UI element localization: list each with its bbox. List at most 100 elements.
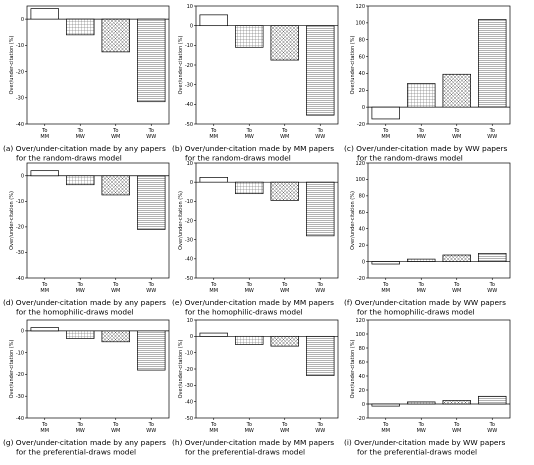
x-tick-label: To MM — [209, 282, 218, 294]
y-tick-label: -10 — [185, 43, 193, 49]
x-tick-label: To WW — [487, 282, 497, 294]
y-tick-label: -40 — [16, 122, 24, 128]
subplot-d: 0 -10 -20 -30 -40 Over/under-citation (%) To MM… — [3, 162, 170, 317]
bar-to-mw — [235, 181, 264, 195]
plot-frame — [367, 162, 511, 279]
x-tick-label: To MM — [40, 128, 49, 140]
bar-to-ww — [478, 19, 507, 108]
x-tick-label: To WW — [146, 282, 156, 294]
plot-frame — [26, 5, 170, 125]
plot-frame — [26, 162, 170, 279]
y-tick-label: -40 — [16, 276, 24, 282]
y-axis-label: Over/under-citation (%) — [178, 340, 184, 399]
bar-to-wm — [442, 400, 471, 405]
x-tick-label: To WW — [146, 128, 156, 140]
subplot-h: 10 0 -10 -20 -30 -40 -50 Over/under-citation (%… — [172, 318, 339, 457]
x-tick-label: To WM — [111, 282, 120, 294]
y-tick-label: 10 — [187, 318, 193, 324]
x-tick-label: To MW — [417, 282, 426, 294]
y-tick-label: 0 — [190, 23, 193, 29]
bar-to-mm — [199, 332, 228, 337]
y-tick-label: 40 — [359, 374, 365, 380]
y-tick-label: 0 — [362, 259, 365, 265]
plot-frame — [26, 319, 170, 419]
y-tick-label: -30 — [16, 96, 24, 102]
y-tick-label: -40 — [16, 416, 24, 422]
x-tick-label: To MM — [381, 282, 390, 294]
y-tick-label: 100 — [355, 332, 365, 338]
y-tick-label: -20 — [357, 416, 365, 422]
y-tick-label: 20 — [359, 388, 365, 394]
y-tick-label: 60 — [359, 210, 365, 216]
subplot-f: 120 100 80 60 40 20 0 -20 Over/under-citation (%… — [344, 161, 511, 317]
y-tick-label: -40 — [185, 399, 193, 405]
plot-frame — [367, 5, 511, 125]
subplot-c: 120 100 80 60 40 20 0 -20 Over/under-citation (%… — [344, 4, 511, 163]
y-axis-label: Over/under-citation (%) — [9, 340, 15, 399]
x-tick-label: To MW — [245, 128, 254, 140]
x-tick-label: To WW — [146, 422, 156, 434]
y-tick-label: 0 — [21, 174, 24, 180]
bar-to-mw — [66, 330, 95, 339]
x-tick-label: To WM — [280, 422, 289, 434]
x-tick-label: To MM — [40, 422, 49, 434]
bar-to-ww — [306, 335, 335, 376]
y-axis-label: Over/under-citation (%) — [350, 36, 356, 95]
y-tick-label: 20 — [359, 88, 365, 94]
bar-to-mw — [235, 335, 264, 345]
y-tick-label: 40 — [359, 71, 365, 77]
y-tick-label: 20 — [359, 243, 365, 249]
x-tick-label: To WM — [280, 282, 289, 294]
y-tick-label: 0 — [190, 334, 193, 340]
bar-to-ww — [478, 395, 507, 405]
y-tick-label: 0 — [21, 329, 24, 335]
x-tick-label: To MW — [417, 128, 426, 140]
x-tick-label: To WW — [315, 422, 325, 434]
y-tick-label: 120 — [355, 318, 365, 324]
x-tick-label: To MW — [245, 422, 254, 434]
x-tick-label: To MW — [76, 422, 85, 434]
y-axis-label: Over/under-citation (%) — [350, 340, 356, 399]
y-tick-label: -20 — [16, 69, 24, 75]
x-tick-label: To MW — [76, 282, 85, 294]
y-tick-label: 0 — [362, 105, 365, 111]
x-tick-label: To WW — [315, 282, 325, 294]
x-tick-label: To WM — [280, 128, 289, 140]
y-tick-label: 0 — [21, 17, 24, 23]
bar-to-ww — [137, 175, 166, 230]
bar-to-mw — [407, 401, 436, 405]
subplot-caption: (i) Over/under-citation made by WW paper… — [344, 438, 506, 457]
bar-to-wm — [101, 18, 130, 53]
subplot-g: 0 -10 -20 -30 -40 Over/under-citation (%) To MM… — [3, 319, 170, 457]
y-tick-label: 40 — [359, 227, 365, 233]
y-tick-label: -30 — [185, 383, 193, 389]
x-tick-label: To WM — [111, 422, 120, 434]
y-tick-label: 0 — [362, 402, 365, 408]
y-tick-label: -10 — [185, 350, 193, 356]
bar-to-wm — [101, 330, 130, 343]
x-tick-label: To WW — [487, 128, 497, 140]
y-tick-label: 10 — [187, 4, 193, 10]
y-tick-label: 10 — [187, 161, 193, 167]
y-tick-label: -10 — [16, 199, 24, 205]
y-axis-label: Over/under-citation (%) — [9, 36, 15, 95]
y-axis-label: Over/under-citation (%) — [178, 191, 184, 250]
bar-to-wm — [442, 73, 471, 108]
y-tick-label: 80 — [359, 194, 365, 200]
y-tick-label: -10 — [185, 199, 193, 205]
plot-frame — [367, 319, 511, 419]
y-tick-label: -20 — [16, 225, 24, 231]
subplot-caption: (a) Over/under-citation made by any pape… — [3, 144, 166, 163]
y-tick-label: -20 — [185, 218, 193, 224]
bar-to-wm — [442, 254, 471, 262]
y-tick-label: -20 — [357, 122, 365, 128]
bar-to-mw — [407, 83, 436, 108]
y-tick-label: 60 — [359, 54, 365, 60]
subplot-a: 0 -10 -20 -30 -40 Over/under-citation (%) To MM… — [3, 5, 170, 163]
x-tick-label: To MM — [381, 422, 390, 434]
y-tick-label: 80 — [359, 346, 365, 352]
y-tick-label: 120 — [355, 161, 365, 167]
x-tick-label: To WM — [452, 128, 461, 140]
y-tick-label: -20 — [185, 63, 193, 69]
